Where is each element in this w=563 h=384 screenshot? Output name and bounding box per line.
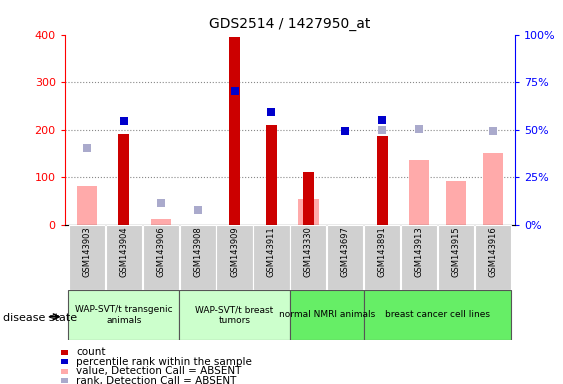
Text: disease state: disease state: [3, 313, 77, 323]
Text: GSM143911: GSM143911: [267, 227, 276, 277]
Bar: [290, 290, 364, 340]
Bar: [217, 225, 253, 290]
Bar: [77, 186, 97, 225]
Bar: [142, 225, 179, 290]
Bar: [69, 225, 105, 290]
Bar: [61, 359, 68, 364]
Text: count: count: [76, 347, 105, 357]
Bar: [150, 219, 171, 225]
Text: GSM143916: GSM143916: [489, 227, 498, 277]
Bar: [180, 225, 216, 290]
Bar: [409, 161, 430, 225]
Text: GSM143904: GSM143904: [119, 227, 128, 277]
Bar: [438, 225, 474, 290]
Bar: [475, 225, 511, 290]
Bar: [106, 225, 142, 290]
Bar: [401, 225, 437, 290]
Bar: [303, 172, 314, 225]
Bar: [291, 225, 327, 290]
Text: GSM143330: GSM143330: [304, 227, 313, 278]
Text: GSM143913: GSM143913: [415, 227, 424, 277]
Bar: [364, 225, 400, 290]
Bar: [266, 125, 277, 225]
Bar: [364, 290, 511, 340]
Bar: [118, 134, 129, 225]
Bar: [179, 290, 290, 340]
Bar: [298, 199, 319, 225]
Bar: [61, 350, 68, 354]
Bar: [69, 290, 179, 340]
Bar: [61, 379, 68, 383]
Text: rank, Detection Call = ABSENT: rank, Detection Call = ABSENT: [76, 376, 236, 384]
Text: breast cancer cell lines: breast cancer cell lines: [385, 310, 490, 319]
Text: GSM143909: GSM143909: [230, 227, 239, 277]
Bar: [61, 369, 68, 374]
Bar: [483, 153, 503, 225]
Text: WAP-SVT/t breast
tumors: WAP-SVT/t breast tumors: [195, 305, 274, 324]
Bar: [327, 225, 363, 290]
Bar: [229, 37, 240, 225]
Text: normal NMRI animals: normal NMRI animals: [279, 310, 375, 319]
Title: GDS2514 / 1427950_at: GDS2514 / 1427950_at: [209, 17, 370, 31]
Text: percentile rank within the sample: percentile rank within the sample: [76, 357, 252, 367]
Bar: [446, 181, 466, 225]
Text: GSM143697: GSM143697: [341, 227, 350, 278]
Text: GSM143891: GSM143891: [378, 227, 387, 277]
Text: GSM143906: GSM143906: [156, 227, 165, 277]
Bar: [377, 136, 388, 225]
Text: GSM143903: GSM143903: [82, 227, 91, 277]
Text: GSM143915: GSM143915: [452, 227, 461, 277]
Text: WAP-SVT/t transgenic
animals: WAP-SVT/t transgenic animals: [75, 305, 173, 324]
Text: GSM143908: GSM143908: [193, 227, 202, 277]
Bar: [253, 225, 289, 290]
Text: value, Detection Call = ABSENT: value, Detection Call = ABSENT: [76, 366, 242, 376]
